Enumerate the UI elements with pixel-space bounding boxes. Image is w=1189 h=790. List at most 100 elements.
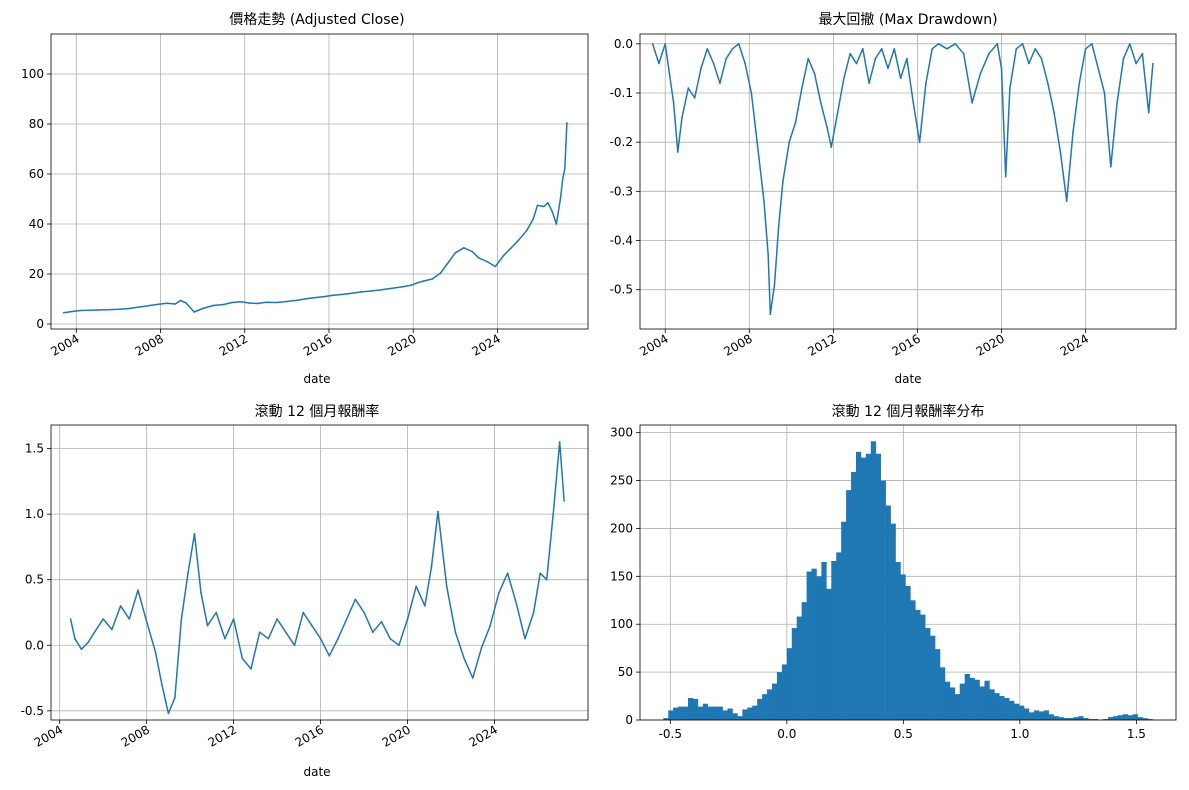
histogram-bar bbox=[1028, 712, 1035, 720]
rolling-return-data-point bbox=[241, 657, 244, 660]
histogram-bar bbox=[776, 672, 783, 720]
price-data-point bbox=[166, 302, 168, 305]
drawdown-data-point bbox=[954, 43, 957, 45]
histogram-bar bbox=[1132, 714, 1138, 720]
drawdown-data-point bbox=[868, 82, 870, 84]
price-data-point bbox=[296, 299, 299, 302]
rolling-return-data-point bbox=[454, 631, 457, 633]
price-y-tick-label: 40 bbox=[29, 217, 44, 231]
histogram-bar bbox=[1019, 705, 1025, 720]
price-data-point bbox=[454, 252, 457, 254]
histogram-bar bbox=[959, 683, 965, 720]
rolling-return-data-point bbox=[161, 683, 163, 686]
price-data-point bbox=[561, 178, 564, 180]
rolling-return-data-point bbox=[119, 605, 122, 607]
histogram-bar bbox=[989, 689, 995, 720]
price-data-point bbox=[410, 284, 412, 287]
drawdown-data-point bbox=[677, 151, 679, 153]
histogram-bar bbox=[717, 706, 723, 720]
price-data-point bbox=[349, 292, 351, 295]
drawdown-data-point bbox=[763, 200, 765, 202]
histogram-bar bbox=[1068, 718, 1074, 720]
histogram-bar bbox=[712, 706, 718, 720]
histogram-bar bbox=[826, 588, 832, 720]
histogram-bar bbox=[1078, 716, 1084, 720]
histogram-bar bbox=[994, 693, 1000, 720]
price-data-point bbox=[543, 205, 545, 208]
price-data-point bbox=[391, 287, 394, 290]
drawdown-data-point bbox=[1040, 57, 1043, 60]
histogram-bar bbox=[1142, 718, 1148, 720]
histogram-bar bbox=[890, 523, 896, 720]
price-data-point bbox=[340, 293, 343, 296]
histogram-bar bbox=[870, 441, 877, 720]
rolling-return-axes-frame bbox=[50, 424, 589, 721]
histogram-y-tick-label: 100 bbox=[610, 617, 633, 631]
price-data-point bbox=[265, 301, 267, 304]
histogram-bar bbox=[663, 718, 669, 720]
histogram-bar bbox=[1107, 717, 1114, 720]
histogram-bar bbox=[954, 694, 961, 720]
histogram-bar bbox=[1083, 718, 1089, 720]
drawdown-chart-xlabel: date bbox=[894, 372, 921, 386]
price-data-point bbox=[107, 309, 109, 311]
histogram-bar bbox=[846, 490, 852, 720]
histogram-bar bbox=[673, 707, 679, 720]
rolling-return-data-point bbox=[498, 592, 500, 594]
price-data-point bbox=[96, 309, 99, 311]
drawdown-data-point bbox=[1072, 131, 1074, 134]
price-data-point bbox=[79, 309, 82, 312]
drawdown-data-point bbox=[750, 92, 753, 94]
price-data-point bbox=[138, 306, 141, 308]
price-data-point bbox=[463, 247, 465, 249]
price-chart-xlabel: date bbox=[303, 372, 330, 386]
rolling-return-data-point bbox=[489, 624, 492, 627]
drawdown-data-point bbox=[946, 48, 948, 50]
price-data-point bbox=[71, 310, 73, 313]
drawdown-data-point bbox=[880, 48, 883, 50]
histogram-bar bbox=[771, 683, 778, 720]
histogram-bar bbox=[851, 471, 857, 720]
price-series-line bbox=[63, 122, 568, 314]
price-data-point bbox=[517, 239, 520, 242]
rolling-return-data-point bbox=[187, 572, 189, 574]
drawdown-chart: 最大回撤 (Max Drawdown) date 2004 2008 2012 201… bbox=[610, 12, 1177, 386]
histogram-bar bbox=[702, 703, 709, 720]
drawdown-data-point bbox=[1091, 43, 1093, 45]
histogram-bar bbox=[786, 648, 793, 720]
rolling-return-data-point bbox=[87, 641, 89, 644]
drawdown-data-point bbox=[862, 48, 864, 50]
histogram-bar bbox=[865, 453, 872, 720]
histogram-x-tick-label: 1.0 bbox=[1010, 727, 1029, 741]
drawdown-data-point bbox=[1000, 67, 1003, 70]
drawdown-y-tick-label: -0.5 bbox=[610, 283, 633, 297]
price-data-point bbox=[555, 223, 558, 225]
rolling-return-data-point bbox=[128, 618, 131, 620]
histogram-bar bbox=[697, 706, 704, 720]
drawdown-data-point bbox=[906, 57, 908, 60]
histogram-bar bbox=[806, 571, 812, 720]
rolling-return-data-point bbox=[319, 637, 322, 640]
price-data-point bbox=[564, 168, 566, 170]
rolling-return-data-point bbox=[472, 677, 474, 679]
histogram-bar bbox=[732, 713, 738, 720]
rolling-return-data-point bbox=[267, 637, 270, 640]
histogram-bar bbox=[855, 451, 862, 720]
histogram-bar bbox=[1127, 715, 1133, 720]
price-x-tick-label: 2016 bbox=[301, 331, 334, 358]
price-data-point bbox=[248, 302, 250, 304]
drawdown-data-point bbox=[782, 180, 784, 183]
rolling-return-data-point bbox=[102, 618, 104, 620]
rolling-return-x-tick-label: 2016 bbox=[293, 722, 326, 749]
drawdown-data-point bbox=[1028, 62, 1030, 65]
drawdown-data-point bbox=[826, 126, 828, 129]
price-data-point bbox=[494, 265, 497, 268]
price-data-point bbox=[256, 302, 259, 305]
price-chart: 價格走勢 (Adjusted Close) date 2004 2008 2012 2… bbox=[21, 11, 589, 386]
price-data-point bbox=[526, 229, 528, 232]
histogram-bar bbox=[747, 707, 753, 720]
drawdown-data-point bbox=[1147, 111, 1150, 114]
price-x-tick-label: 2024 bbox=[469, 331, 502, 358]
price-x-tick-label: 2020 bbox=[385, 331, 418, 358]
rolling-return-data-point bbox=[258, 631, 261, 633]
